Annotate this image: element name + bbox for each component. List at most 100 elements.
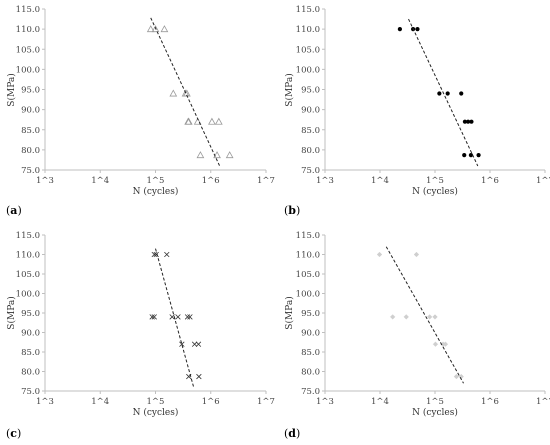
x-axis-label: N (cycles) [133,186,179,197]
data-point-dot [469,119,474,124]
x-tick-label: 1^4 [371,397,389,407]
y-tick-label: 85.0 [21,126,40,136]
trend-line [150,17,221,167]
data-point-triangle [184,117,193,125]
data-points [146,25,234,159]
y-tick-label: 85.0 [301,126,320,136]
y-tick-label: 80.0 [301,146,320,156]
data-point-cross [187,314,193,320]
x-tick-label: 1^7 [257,176,275,186]
y-tick-label: 105.0 [16,270,40,280]
data-points [376,251,464,380]
y-tick-label: 75.0 [301,166,320,176]
y-tick-label: 85.0 [21,348,40,358]
data-point-cross [184,314,191,320]
data-point-cross [169,314,175,320]
y-tick-label: 90.0 [21,329,40,339]
data-point-triangle [151,25,160,33]
data-points [149,251,202,380]
data-point-diamond [376,251,383,258]
data-point-triangle [213,151,221,159]
y-tick-label: 100.0 [16,65,40,75]
x-tick-label: 1^3 [36,397,54,407]
data-point-diamond [432,314,438,320]
data-point-triangle [208,117,216,125]
chart-panel-c: 75.0 80.0 85.0 90.0 95.0 100.0 105.0 110.0 115.0… [6,231,275,440]
y-tick-label: 75.0 [21,166,40,176]
y-tick-label: 95.0 [301,309,320,319]
data-point-dot [397,27,402,32]
y-tick-label: 105.0 [296,45,320,55]
y-tick-label: 80.0 [21,368,40,378]
y-tick-label: 95.0 [21,309,40,319]
y-tick-label: 80.0 [21,146,40,156]
data-point-cross [196,373,202,380]
x-tick-label: 1^3 [36,176,54,186]
x-tick-label: 1^3 [316,176,334,186]
y-axis-label: S(MPa) [6,296,17,329]
data-point-diamond [442,341,449,347]
x-tick-label: 1^4 [371,176,389,186]
data-point-triangle [169,89,178,97]
x-tick-label: 1^4 [91,176,109,186]
data-point-dot [415,27,420,32]
trend-line [408,18,479,167]
panel-label: (d) [284,427,300,440]
x-tick-label: 1^5 [147,397,165,407]
trend-line [385,246,464,384]
x-tick-label: 1^6 [481,176,499,186]
data-point-triangle [196,151,205,159]
x-tick-label: 1^5 [147,176,165,186]
data-point-dot [468,153,474,158]
y-tick-label: 95.0 [21,86,40,96]
data-point-cross [149,314,155,320]
y-tick-label: 100.0 [16,290,40,300]
y-tick-label: 105.0 [16,45,40,55]
data-point-dot [466,119,471,124]
data-point-cross [191,341,198,347]
x-axis-label: N (cycles) [133,407,179,418]
data-point-cross [195,341,202,347]
y-tick-label: 115.0 [296,231,320,241]
data-point-dot [462,119,468,124]
y-tick-label: 90.0 [301,329,320,339]
y-tick-label: 110.0 [296,25,320,35]
data-point-diamond [426,314,433,320]
x-tick-label: 1^6 [481,397,499,407]
x-tick-label: 1^4 [91,397,109,407]
y-tick-label: 115.0 [296,5,320,15]
data-point-cross [151,314,157,320]
data-point-dot [462,153,467,158]
y-tick-label: 115.0 [16,231,40,241]
data-point-triangle [146,25,155,33]
panel-label: (b) [284,204,300,217]
chart-panel-d: 75.0 80.0 85.0 90.0 95.0 100.0 105.0 110.0 115.0… [284,231,550,440]
x-axis-label: N (cycles) [412,186,458,197]
x-axis-label: N (cycles) [412,407,458,418]
chart-panel-a: 75.0 80.0 85.0 90.0 95.0 100.0 105.0 110.0 115.0… [6,5,275,217]
x-tick-label: 1^5 [426,176,444,186]
x-tick-label: 1^6 [202,397,220,407]
data-point-cross [179,341,185,347]
data-point-triangle [225,151,234,159]
y-tick-label: 85.0 [301,348,320,358]
data-points [397,27,481,158]
y-tick-label: 110.0 [16,25,40,35]
data-point-dot [459,91,464,96]
y-tick-label: 105.0 [296,270,320,280]
y-tick-label: 100.0 [296,65,320,75]
data-point-cross [164,251,170,258]
y-axis-label: S(MPa) [6,73,17,106]
y-tick-label: 75.0 [301,387,320,397]
data-point-diamond [413,251,420,258]
x-tick-label: 1^7 [536,176,550,186]
data-point-dot [476,153,481,158]
data-point-dot [437,91,442,96]
y-tick-label: 110.0 [296,251,320,261]
x-tick-label: 1^6 [202,176,220,186]
y-tick-label: 95.0 [301,86,320,96]
data-point-triangle [214,117,223,125]
y-tick-label: 90.0 [21,106,40,116]
data-point-diamond [389,314,396,320]
